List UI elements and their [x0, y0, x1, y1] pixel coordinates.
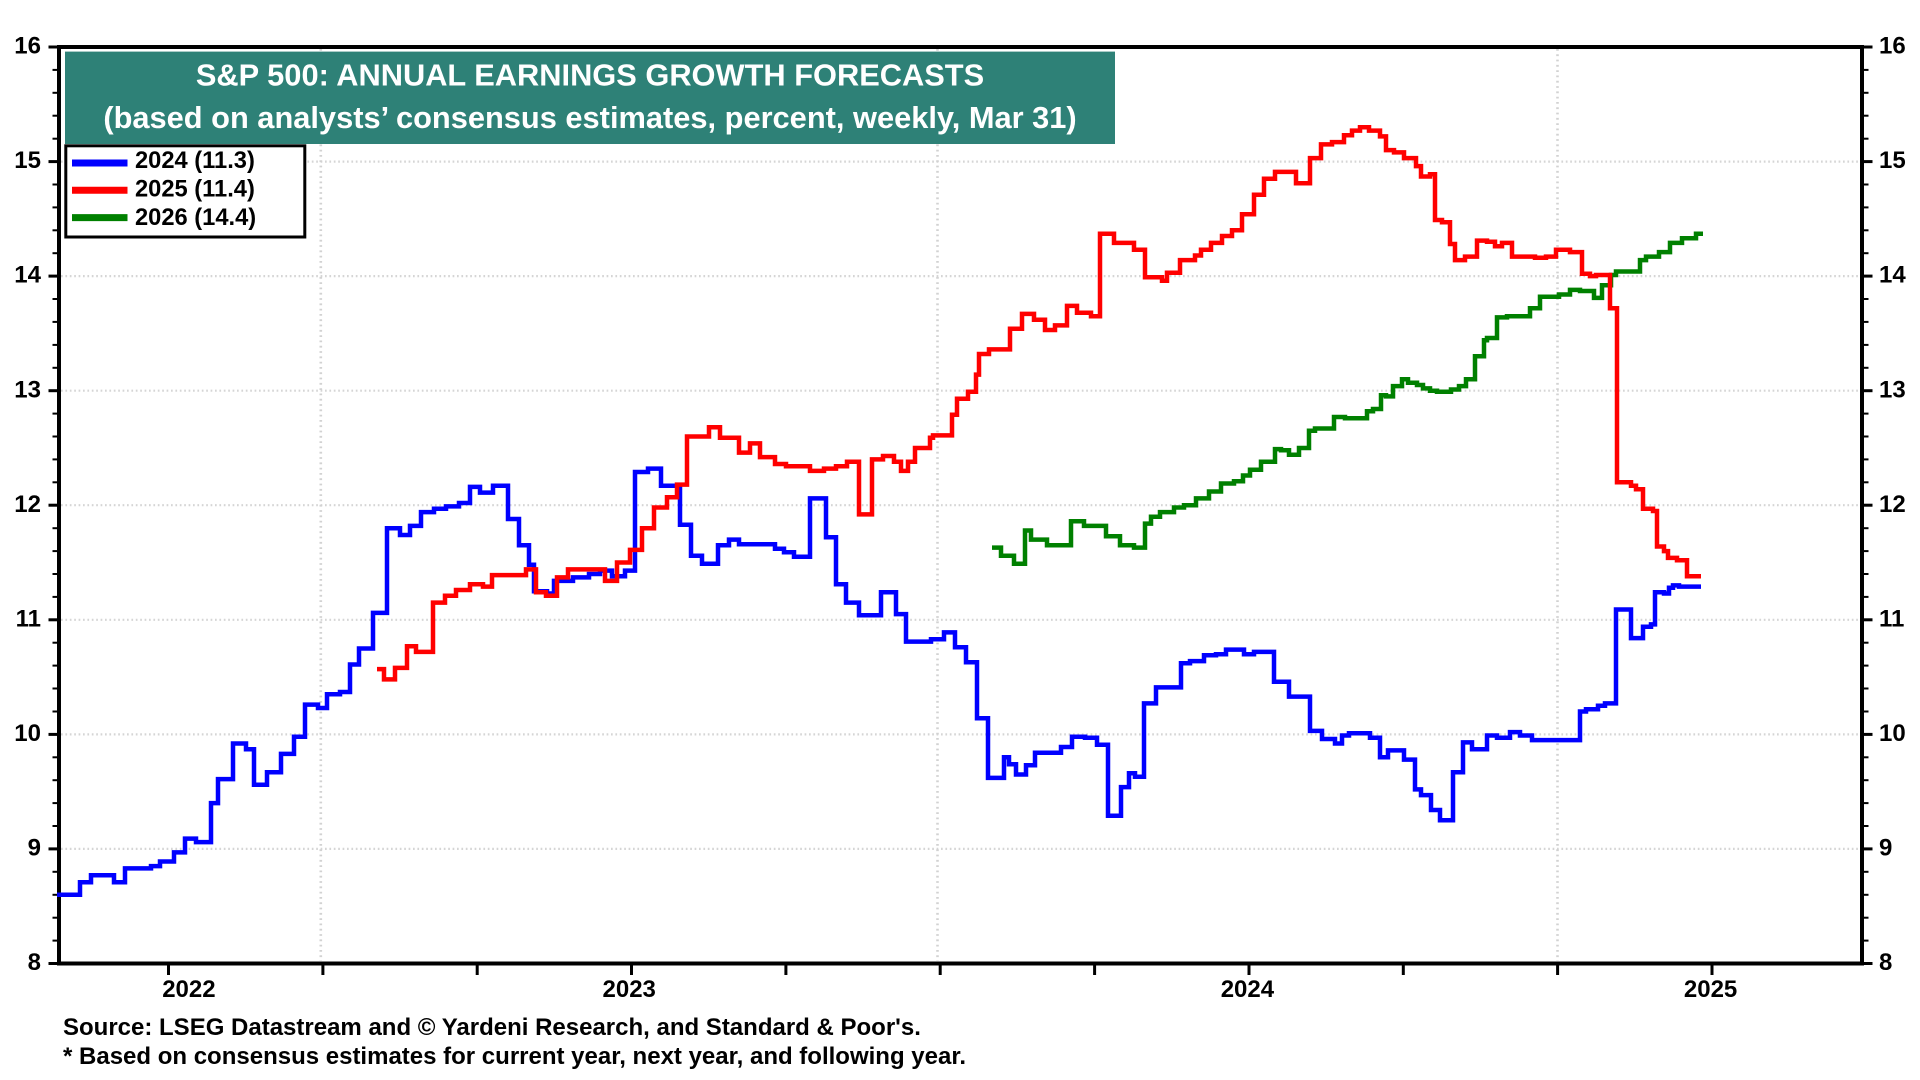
svg-text:13: 13 [14, 376, 41, 403]
svg-text:9: 9 [1879, 835, 1892, 862]
svg-text:9: 9 [28, 835, 41, 862]
svg-text:14: 14 [1879, 262, 1906, 289]
svg-text:* Based on consensus estimates: * Based on consensus estimates for curre… [63, 1043, 966, 1070]
svg-text:2025 (11.4): 2025 (11.4) [135, 177, 255, 203]
svg-text:11: 11 [16, 605, 41, 632]
svg-text:11: 11 [1879, 605, 1904, 632]
svg-text:2025: 2025 [1684, 976, 1737, 1003]
svg-text:2024 (11.3): 2024 (11.3) [135, 148, 255, 174]
svg-text:Source: LSEG Datastream and ©: Source: LSEG Datastream and © Yardeni Re… [63, 1014, 921, 1041]
svg-text:8: 8 [1879, 949, 1892, 976]
svg-text:12: 12 [1879, 491, 1906, 518]
svg-text:15: 15 [1879, 147, 1906, 174]
svg-text:2022: 2022 [162, 976, 215, 1003]
svg-text:10: 10 [1879, 720, 1906, 747]
svg-text:2026 (14.4): 2026 (14.4) [135, 205, 256, 231]
svg-text:16: 16 [1879, 33, 1906, 60]
svg-text:15: 15 [14, 147, 41, 174]
svg-text:8: 8 [28, 949, 41, 976]
svg-text:S&P 500: ANNUAL EARNINGS GROWT: S&P 500: ANNUAL EARNINGS GROWTH FORECAST… [196, 58, 984, 93]
svg-text:13: 13 [1879, 376, 1906, 403]
svg-text:10: 10 [14, 720, 41, 747]
svg-text:2024: 2024 [1221, 976, 1275, 1003]
svg-text:(based on analysts’ consensus: (based on analysts’ consensus estimates,… [103, 100, 1076, 135]
svg-text:2023: 2023 [603, 976, 656, 1003]
svg-text:14: 14 [14, 262, 41, 289]
svg-text:16: 16 [14, 33, 41, 60]
svg-text:12: 12 [14, 491, 41, 518]
